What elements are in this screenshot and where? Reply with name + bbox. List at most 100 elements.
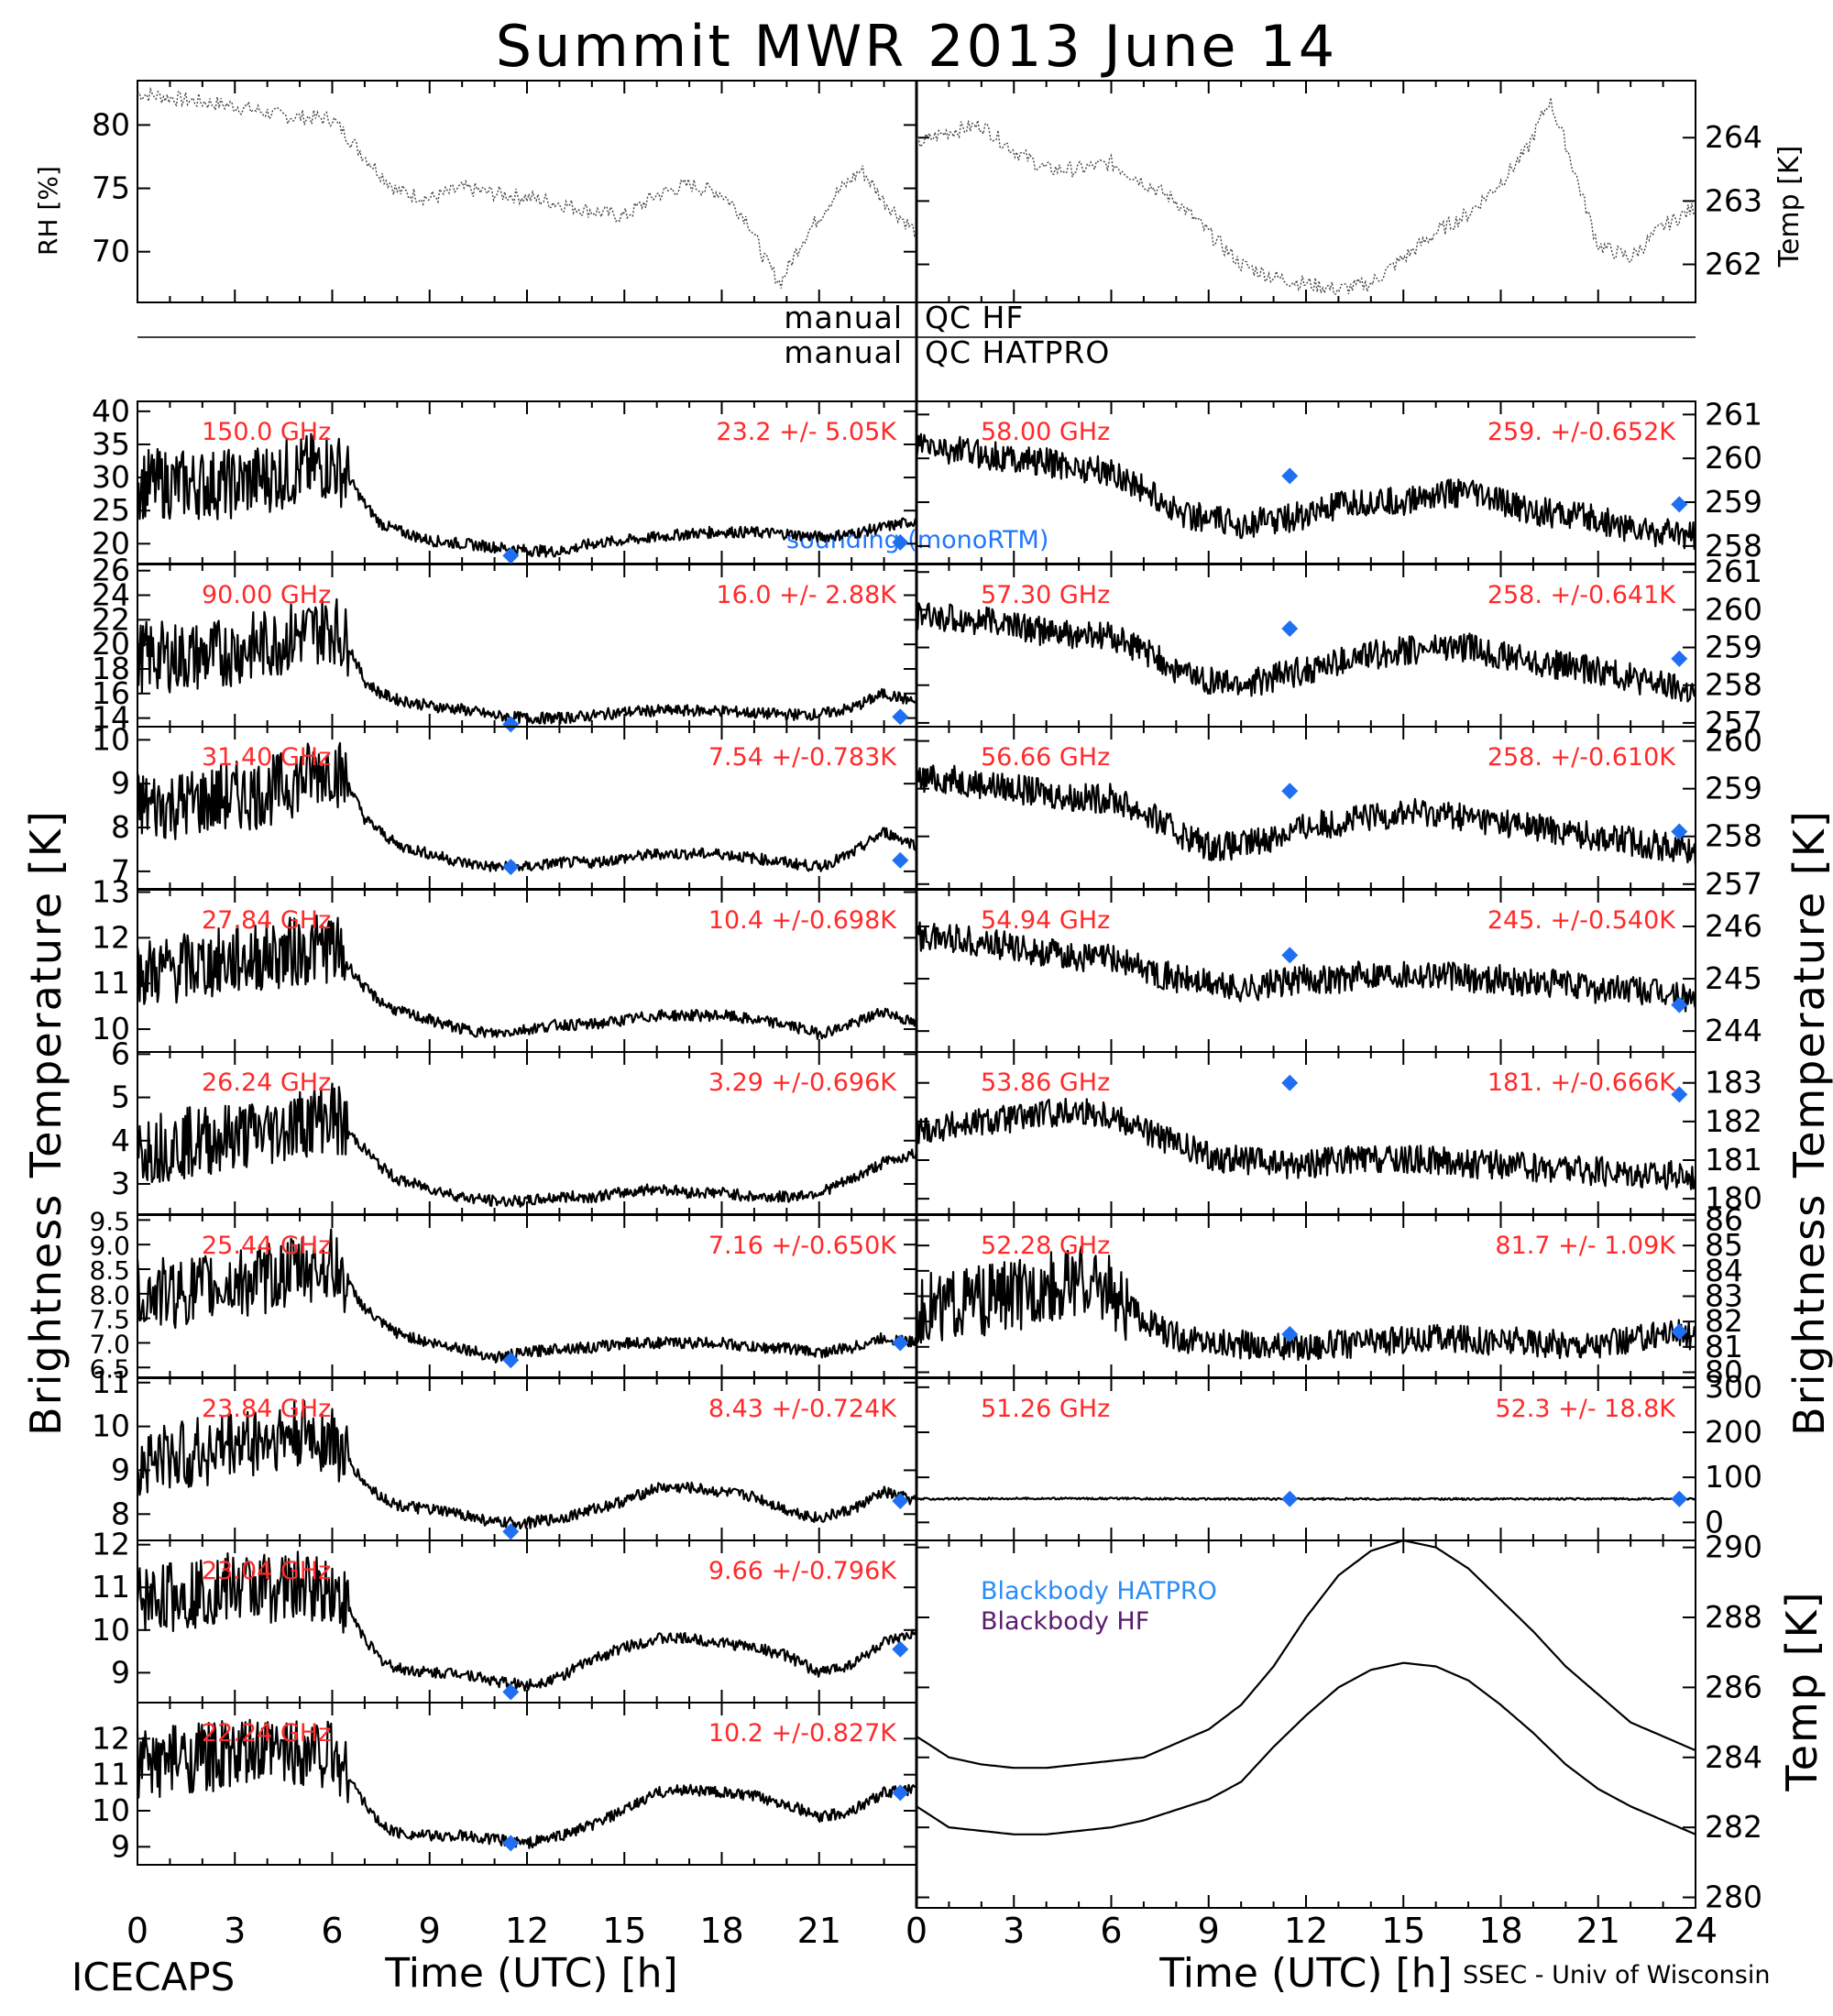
channel-frequency-ch23_84: 23.84 GHz bbox=[202, 1395, 331, 1423]
ytick-label-ch23_84: 11 bbox=[92, 1364, 130, 1400]
panel-frame-rh bbox=[137, 80, 917, 303]
ytick-label-ch26: 5 bbox=[111, 1079, 130, 1115]
sounding-marker-ch25 bbox=[502, 1352, 520, 1369]
ytick-label-ch57: 261 bbox=[1705, 553, 1762, 589]
ytick-label-ch31: 10 bbox=[92, 721, 130, 757]
ytick-label-rh: 80 bbox=[92, 106, 130, 142]
qc-hatpro-right: QC HATPRO bbox=[925, 334, 1110, 370]
ytick-label-ch51: 200 bbox=[1705, 1414, 1762, 1450]
ytick-label-ch52: 82 bbox=[1705, 1303, 1743, 1339]
ytick-label-ch58: 261 bbox=[1705, 396, 1762, 432]
channel-stat-ch90: 16.0 +/- 2.88K bbox=[716, 581, 897, 609]
panel-frame-temp bbox=[916, 80, 1696, 303]
ytick-label-ch57: 257 bbox=[1705, 705, 1762, 740]
series-line-temp bbox=[916, 97, 1696, 295]
ytick-label-ch51: 100 bbox=[1705, 1459, 1762, 1495]
channel-frequency-ch25: 25.44 GHz bbox=[202, 1232, 331, 1260]
channel-stat-ch27: 10.4 +/-0.698K bbox=[708, 906, 897, 935]
ytick-label-ch53: 180 bbox=[1705, 1180, 1762, 1216]
ytick-label-ch56: 260 bbox=[1705, 723, 1762, 759]
ytick-label-ch25: 7.5 bbox=[89, 1305, 130, 1335]
xtick-label-right: 18 bbox=[1478, 1911, 1522, 1951]
xtick-label-left: 0 bbox=[126, 1911, 148, 1951]
channel-frequency-ch150: 150.0 GHz bbox=[202, 418, 331, 446]
series-line-ch150 bbox=[136, 433, 918, 558]
ytick-label-ch23_84: 9 bbox=[111, 1452, 130, 1487]
ytick-label-ch54: 244 bbox=[1705, 1013, 1762, 1048]
rh-axis-title: RH [%] bbox=[33, 166, 63, 256]
sounding-marker-ch51 bbox=[1281, 1490, 1299, 1507]
qc-hf-right: QC HF bbox=[925, 300, 1024, 335]
legend-blackbody-hatpro: Blackbody HATPRO bbox=[981, 1577, 1217, 1605]
ytick-label-ch51: 300 bbox=[1705, 1369, 1762, 1405]
ytick-label-ch27: 10 bbox=[92, 1011, 130, 1046]
channel-frequency-ch54: 54.94 GHz bbox=[981, 906, 1110, 935]
ytick-label-ch26: 4 bbox=[111, 1123, 130, 1158]
channel-stat-ch26: 3.29 +/-0.696K bbox=[708, 1068, 897, 1097]
sounding-marker-ch22 bbox=[502, 1835, 520, 1852]
series-line-blackbody-1 bbox=[916, 1661, 1696, 1835]
ytick-label-temp: 262 bbox=[1705, 247, 1762, 282]
xtick-label-left: 15 bbox=[602, 1911, 646, 1951]
ytick-label-ch150: 30 bbox=[92, 459, 130, 495]
ytick-label-ch25: 6.5 bbox=[89, 1353, 130, 1384]
ytick-label-ch53: 183 bbox=[1705, 1065, 1762, 1101]
channel-frequency-ch23_04: 23.04 GHz bbox=[202, 1557, 331, 1585]
channel-stat-ch56: 258. +/-0.610K bbox=[1487, 743, 1676, 772]
sounding-marker-ch57 bbox=[1281, 619, 1299, 637]
ytick-label-rh: 70 bbox=[92, 234, 130, 269]
series-line-ch25 bbox=[136, 1228, 918, 1364]
ytick-label-ch58: 259 bbox=[1705, 484, 1762, 520]
sounding-marker-ch53 bbox=[1671, 1086, 1688, 1103]
sounding-marker-ch51 bbox=[1671, 1490, 1688, 1507]
channel-stat-ch22: 10.2 +/-0.827K bbox=[708, 1719, 897, 1748]
legend-blackbody-hf: Blackbody HF bbox=[981, 1607, 1149, 1636]
ytick-label-ch58: 258 bbox=[1705, 528, 1762, 564]
xtick-label-left: 21 bbox=[797, 1911, 841, 1951]
sounding-marker-ch90 bbox=[502, 716, 520, 733]
sounding-marker-ch90 bbox=[892, 708, 909, 726]
ytick-label-ch22: 11 bbox=[92, 1757, 130, 1792]
footer-left-label: ICECAPS bbox=[71, 1955, 235, 2000]
xtick-label-right: 6 bbox=[1100, 1911, 1122, 1951]
series-line-ch54 bbox=[915, 921, 1697, 1013]
channel-stat-ch54: 245. +/-0.540K bbox=[1487, 906, 1676, 935]
sounding-marker-ch58 bbox=[1671, 496, 1688, 513]
sounding-marker-ch23_04 bbox=[892, 1640, 909, 1658]
ytick-label-ch27: 13 bbox=[92, 873, 130, 909]
sounding-marker-ch23_84 bbox=[892, 1492, 909, 1509]
ytick-label-blackbody: 286 bbox=[1705, 1669, 1762, 1704]
channel-frequency-ch51: 51.26 GHz bbox=[981, 1395, 1110, 1423]
ytick-label-ch25: 8.5 bbox=[89, 1255, 130, 1286]
series-line-ch56 bbox=[915, 764, 1697, 865]
channel-frequency-ch58: 58.00 GHz bbox=[981, 418, 1110, 446]
ytick-label-blackbody: 288 bbox=[1705, 1599, 1762, 1635]
footer-right-label: SSEC - Univ of Wisconsin bbox=[1463, 1961, 1770, 1989]
sounding-marker-ch58 bbox=[1281, 467, 1299, 485]
ytick-label-ch90: 16 bbox=[92, 675, 130, 711]
xtick-label-left: 18 bbox=[699, 1911, 743, 1951]
ytick-label-ch23_04: 9 bbox=[111, 1654, 130, 1690]
right-y-axis-title: Brightness Temperature [K] bbox=[1784, 809, 1833, 1436]
series-line-ch23_04 bbox=[136, 1550, 918, 1693]
channel-frequency-ch56: 56.66 GHz bbox=[981, 743, 1110, 772]
series-line-ch31 bbox=[136, 741, 917, 874]
ytick-label-ch23_84: 10 bbox=[92, 1408, 130, 1444]
ytick-label-ch150: 20 bbox=[92, 525, 130, 561]
sounding-marker-ch150 bbox=[892, 533, 909, 551]
ytick-label-ch57: 258 bbox=[1705, 667, 1762, 703]
legend-sounding: sounding (monoRTM) bbox=[786, 526, 1048, 554]
ytick-label-ch90: 14 bbox=[92, 700, 130, 736]
series-line-ch22 bbox=[136, 1718, 917, 1849]
series-line-ch52 bbox=[915, 1245, 1696, 1362]
temp-axis-title: Temp [K] bbox=[1773, 146, 1806, 268]
ytick-label-ch54: 245 bbox=[1705, 960, 1762, 996]
ytick-label-ch27: 12 bbox=[92, 919, 130, 955]
ytick-label-ch25: 9.0 bbox=[89, 1231, 130, 1261]
ytick-label-ch57: 259 bbox=[1705, 630, 1762, 665]
series-line-rh bbox=[137, 86, 917, 289]
chart-title: Summit MWR 2013 June 14 bbox=[496, 13, 1337, 80]
ytick-label-ch90: 18 bbox=[92, 651, 130, 686]
sounding-marker-ch57 bbox=[1671, 650, 1688, 667]
